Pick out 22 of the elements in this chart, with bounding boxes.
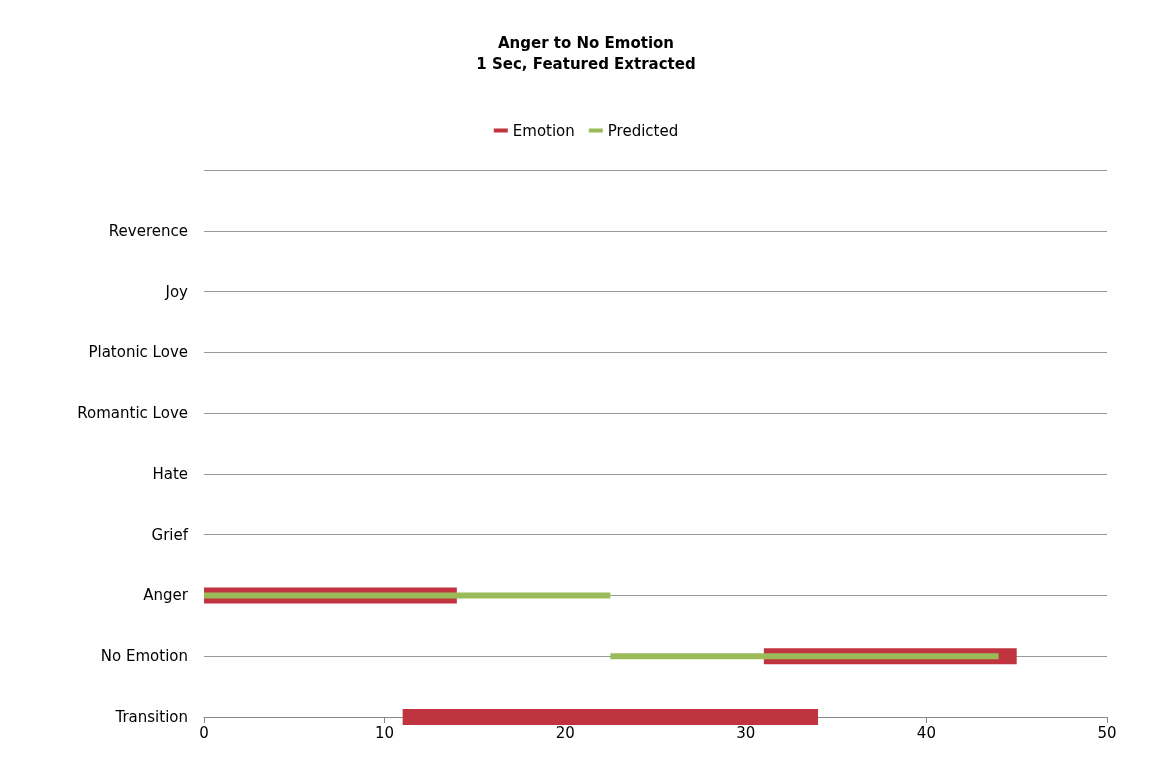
x-tick-label: 30 [736, 723, 756, 742]
bar [402, 709, 819, 725]
x-tick-label: 10 [375, 723, 395, 742]
y-tick-label: Platonic Love [88, 343, 188, 362]
legend-label: Emotion [512, 121, 575, 140]
legend-label: Predicted [607, 121, 679, 140]
x-tick-label: 0 [199, 723, 209, 742]
x-tick-label: 50 [1097, 723, 1117, 742]
bar [204, 592, 611, 599]
chart-title: Anger to No Emotion [497, 33, 675, 52]
y-tick-label: Grief [151, 525, 189, 544]
y-tick-label: Transition [114, 708, 188, 726]
y-tick-label: Hate [152, 464, 188, 483]
bar [610, 653, 999, 660]
y-tick-label: Reverence [108, 221, 188, 240]
y-tick-label: Anger [143, 586, 189, 605]
y-tick-label: No Emotion [100, 647, 188, 666]
chart-subtitle: 1 Sec, Featured Extracted [476, 54, 696, 73]
x-tick-label: 20 [555, 723, 575, 742]
x-tick-label: 40 [916, 723, 936, 742]
y-tick-label: Joy [164, 282, 189, 301]
y-tick-label: Romantic Love [77, 404, 188, 423]
